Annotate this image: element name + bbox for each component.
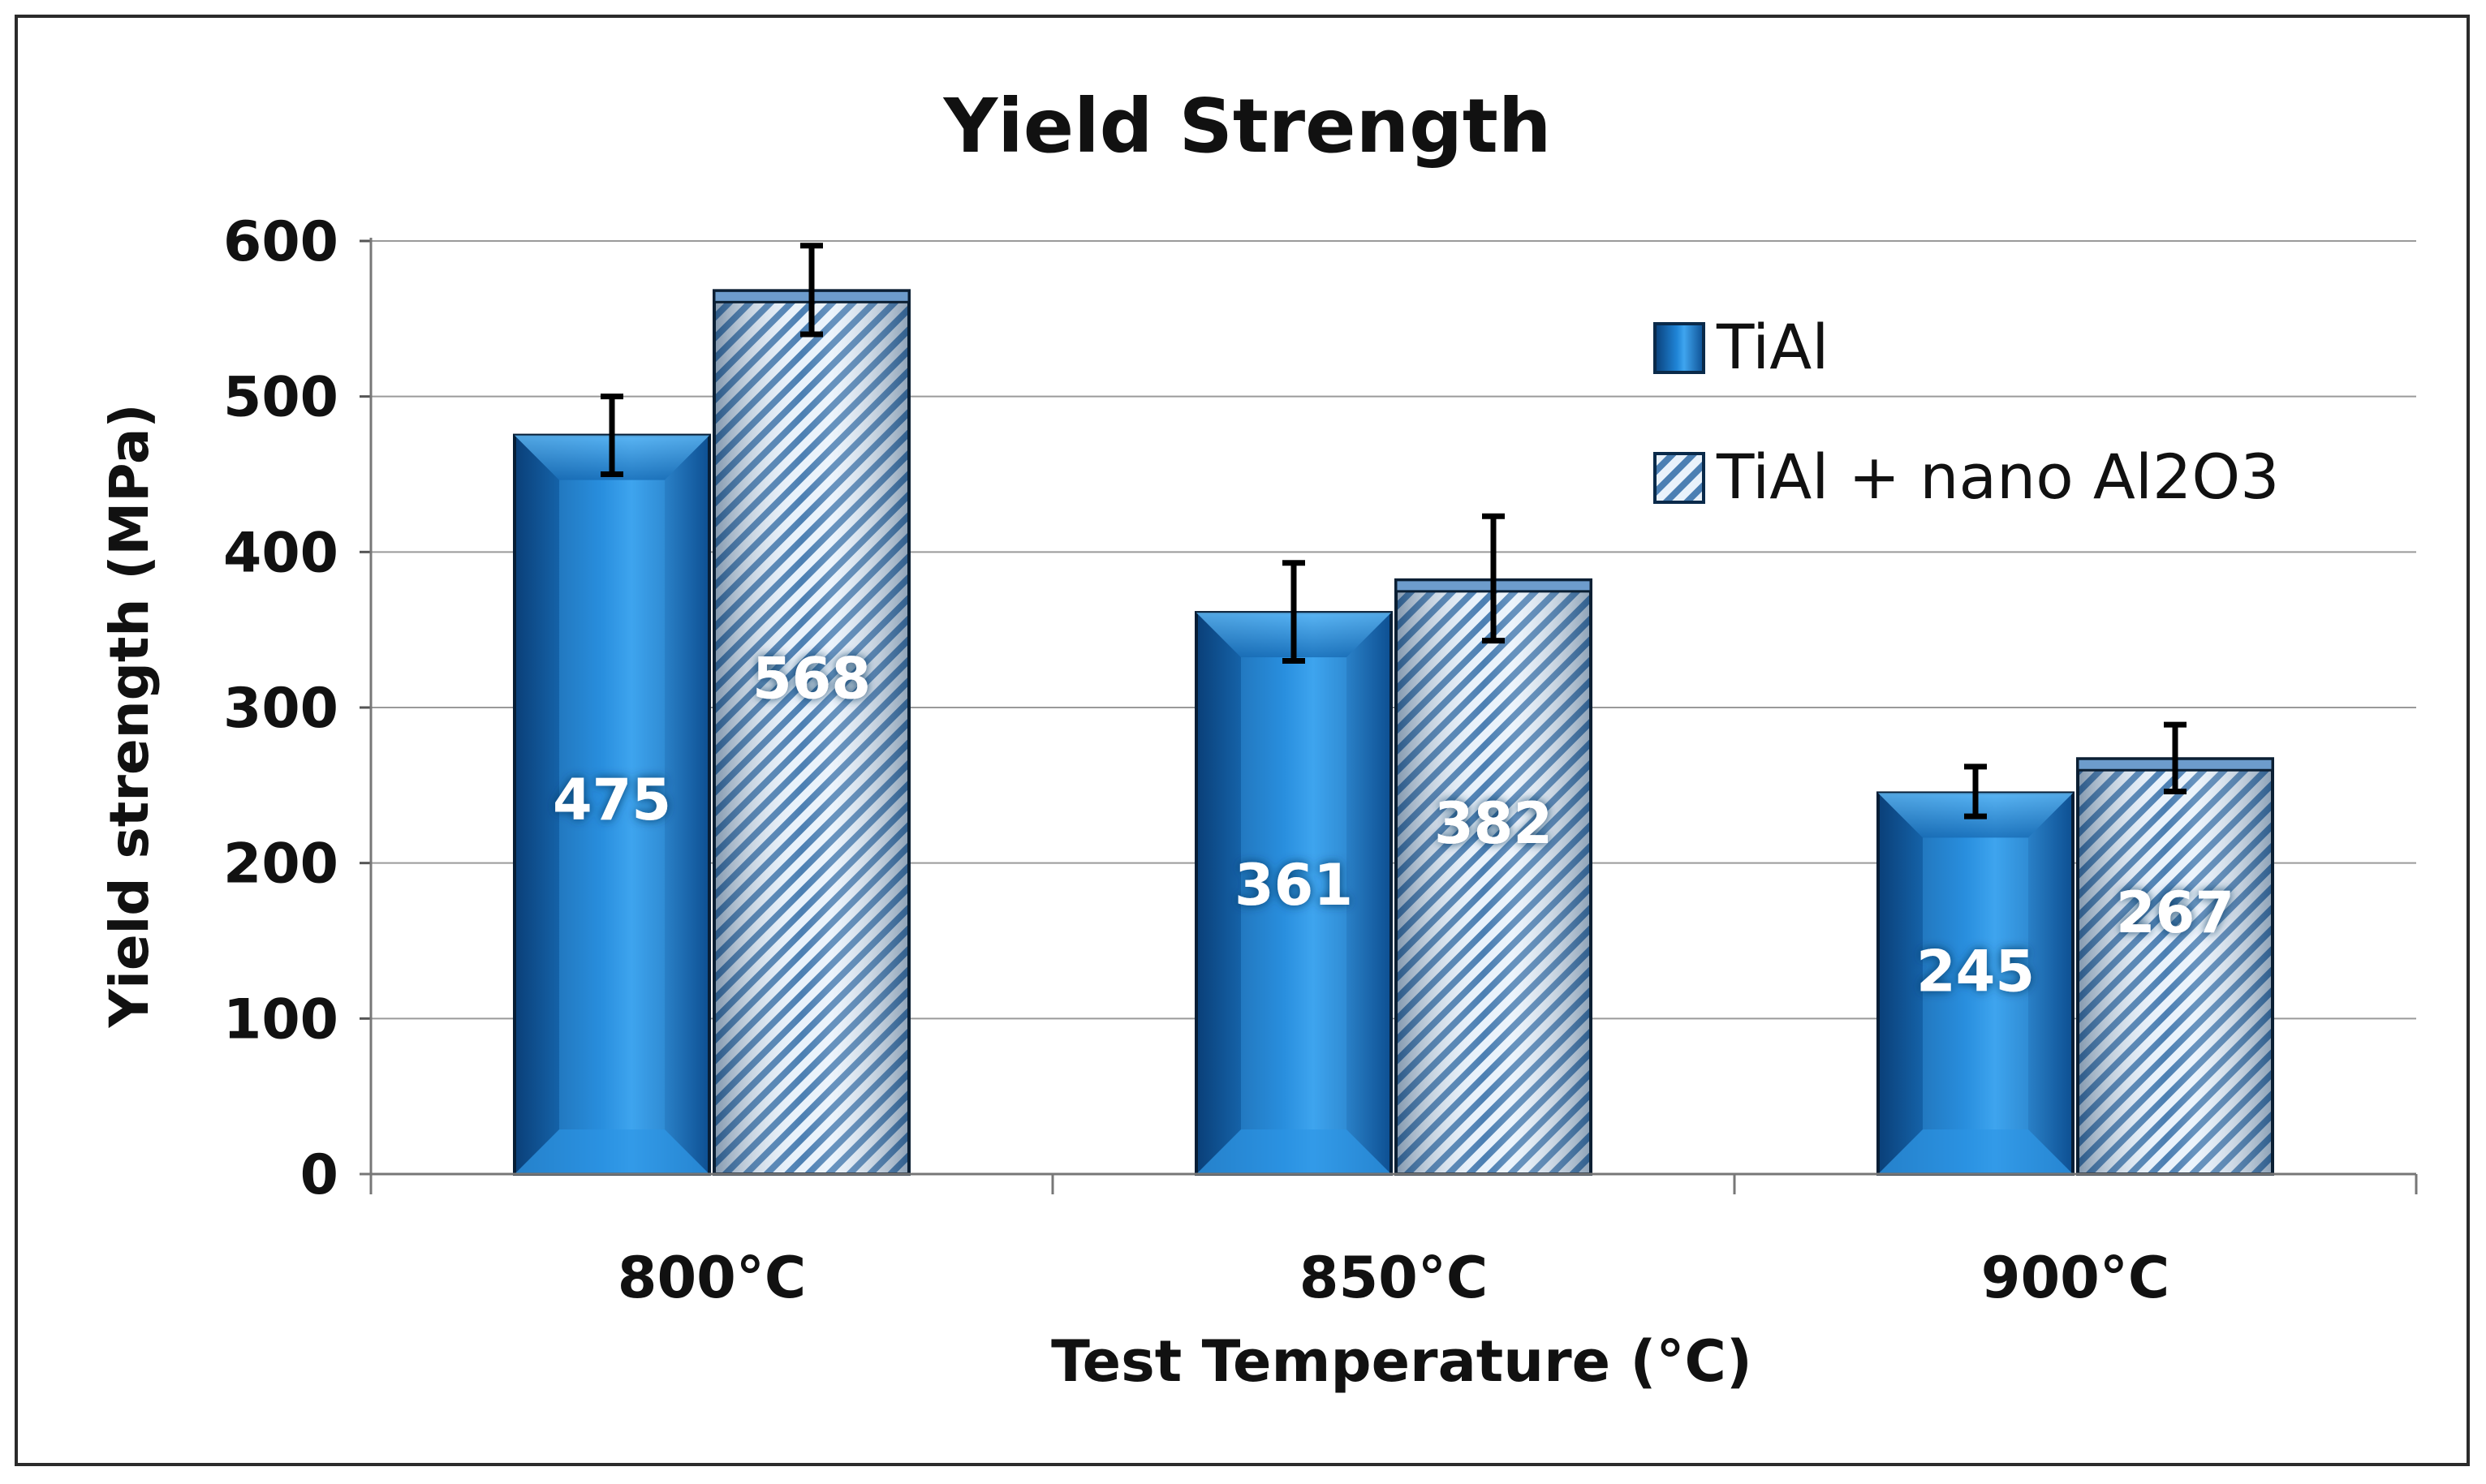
error-bar-tial-0 xyxy=(601,394,623,477)
y-tick-label: 200 xyxy=(223,832,338,897)
y-axis-ticks: 0 100 200 300 400 500 600 xyxy=(223,210,371,1207)
bar-shade xyxy=(716,292,907,1172)
legend-label-tial: TiAl xyxy=(1716,311,1829,383)
bar-fill xyxy=(1195,611,1393,1176)
y-tick-label: 600 xyxy=(223,210,338,274)
x-tick-label: 850°C xyxy=(1299,1245,1489,1311)
x-tick-label: 900°C xyxy=(1981,1245,2170,1311)
chart-title: Yield Strength xyxy=(943,83,1552,170)
bar-tial-1 xyxy=(1195,611,1393,1176)
bar-value-label: 568 xyxy=(752,646,871,712)
y-tick-label: 0 xyxy=(300,1143,338,1207)
bar-fill xyxy=(1876,791,2075,1176)
gridlines xyxy=(371,240,2416,1020)
x-axis-label: Test Temperature (°C) xyxy=(1051,1328,1752,1395)
y-tick-label: 500 xyxy=(223,366,338,430)
error-bar-tial-1 xyxy=(1282,560,1305,664)
yield-strength-chart: Yield Strength 0 100 200 300 400 500 600 475 36… xyxy=(98,83,2418,1395)
chart-frame: Yield Strength 0 100 200 300 400 500 600 475 36… xyxy=(15,15,2470,1466)
legend-label-tial-nano-al2o3: TiAl + nano Al2O3 xyxy=(1716,441,2280,513)
bar-tial-2 xyxy=(1876,791,2075,1176)
bar-value-label: 267 xyxy=(2116,880,2234,946)
y-tick-label: 400 xyxy=(223,521,338,585)
bar-shade xyxy=(1398,581,1589,1172)
error-bar-tial-nano-al2o3-1 xyxy=(1482,513,1505,644)
bars xyxy=(513,289,2274,1176)
bar-tial-nano-al2o3-2 xyxy=(2076,757,2274,1176)
bar-face xyxy=(1241,657,1346,1129)
bar-tial-0 xyxy=(513,433,711,1176)
bar-bottom-bevel xyxy=(1196,1129,1391,1174)
legend-swatch-tial xyxy=(1653,322,1705,374)
bar-face xyxy=(1923,837,2028,1129)
bar-value-labels: 475 361 245 568 382 267 xyxy=(553,646,2234,1005)
error-bar-tial-nano-al2o3-2 xyxy=(2164,721,2187,794)
axes xyxy=(360,238,2416,1194)
bar-shade xyxy=(2079,760,2271,1172)
bar-value-label: 475 xyxy=(553,767,671,833)
legend-swatch-tial-nano-al2o3 xyxy=(1653,452,1705,504)
error-bar-tial-2 xyxy=(1964,764,1987,819)
bar-value-label: 245 xyxy=(1916,939,2035,1005)
bar-fill xyxy=(513,433,711,1176)
error-bars xyxy=(601,243,2187,819)
legend-item-tial: TiAl xyxy=(1653,311,1829,383)
y-tick-label: 100 xyxy=(223,987,338,1052)
x-tick-label: 800°C xyxy=(618,1245,807,1311)
x-axis-ticks: 800°C 850°C 900°C xyxy=(369,1174,2418,1311)
y-tick-label: 300 xyxy=(223,677,338,741)
bar-face xyxy=(559,480,665,1129)
bar-bottom-bevel xyxy=(515,1129,709,1174)
bar-value-label: 382 xyxy=(1434,790,1553,857)
legend-item-tial-nano-al2o3: TiAl + nano Al2O3 xyxy=(1653,441,2280,513)
legend: TiAl TiAl + nano Al2O3 xyxy=(1653,311,2280,513)
bar-tial-nano-al2o3-1 xyxy=(1394,578,1592,1176)
bar-bottom-bevel xyxy=(1878,1129,2073,1174)
bar-tial-nano-al2o3-0 xyxy=(713,289,911,1176)
y-axis-label: Yield strength (MPa) xyxy=(98,403,161,1028)
error-bar-tial-nano-al2o3-0 xyxy=(800,243,823,338)
bar-value-label: 361 xyxy=(1234,852,1353,918)
